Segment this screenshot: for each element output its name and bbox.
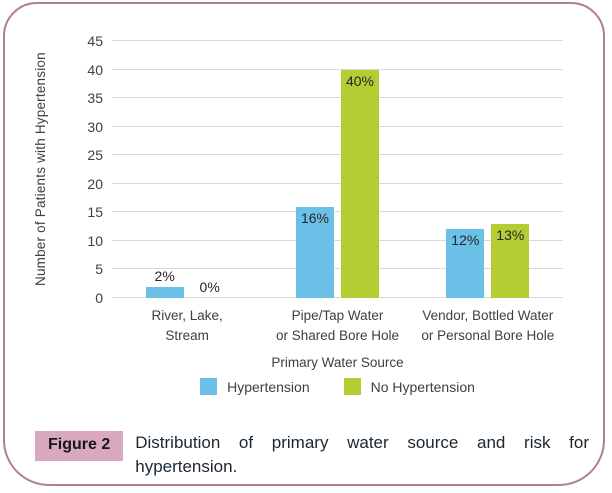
bar-value-label: 16% xyxy=(300,209,329,226)
bar-value-label: 2% xyxy=(154,267,175,284)
bar-groups: 2% 0% 16% 40% 12% 13% xyxy=(112,41,563,298)
y-tick-label: 25 xyxy=(87,147,103,164)
x-categories: River, Lake, Stream Pipe/Tap Water or Sha… xyxy=(112,306,563,347)
gridline xyxy=(112,97,563,99)
figure-panel: Number of Patients with Hypertension 0 5 1… xyxy=(3,2,605,486)
y-tick-label: 40 xyxy=(87,61,103,78)
legend-swatch xyxy=(343,378,361,395)
bar-hypertension: 16% xyxy=(295,206,334,298)
gridline xyxy=(112,268,563,270)
bar-value-label: 12% xyxy=(451,232,480,249)
y-tick-label: 0 xyxy=(95,290,103,306)
bar-value-label: 40% xyxy=(345,72,374,89)
bar-group: 16% 40% xyxy=(262,41,412,298)
x-category-label: Pipe/Tap Water or Shared Bore Hole xyxy=(275,308,400,344)
bar-no-hypertension: 40% xyxy=(340,69,379,298)
bar-value-label: 0% xyxy=(199,279,220,295)
y-axis-title: Number of Patients with Hypertension xyxy=(33,52,48,286)
bar-group: 12% 13% xyxy=(413,41,563,298)
y-tick-label: 5 xyxy=(95,261,103,278)
bar-hypertension: 12% xyxy=(446,229,485,298)
x-axis-title: Primary Water Source xyxy=(271,355,404,370)
gridline xyxy=(112,68,563,70)
legend-item-no-hypertension: No Hypertension xyxy=(343,378,475,395)
bar-group: 2% 0% xyxy=(112,41,262,298)
gridline xyxy=(112,40,563,41)
figure-caption-text: Distribution of primary water source and… xyxy=(135,433,589,477)
legend-label: No Hypertension xyxy=(370,378,475,395)
gridline xyxy=(112,154,563,156)
y-tick-label: 35 xyxy=(87,90,103,107)
y-axis-ticks: 0 5 10 15 20 25 30 35 40 45 xyxy=(63,33,103,306)
legend: Hypertension No Hypertension xyxy=(112,378,563,395)
y-tick-label: 45 xyxy=(87,33,103,49)
legend-item-hypertension: Hypertension xyxy=(200,378,310,395)
y-tick-label: 10 xyxy=(87,232,103,249)
legend-label: Hypertension xyxy=(227,378,310,395)
bar-no-hypertension: 13% xyxy=(491,223,530,298)
figure-caption-row: Figure 2 Distribution of primary water s… xyxy=(35,431,589,479)
x-category-label: Vendor, Bottled Water or Personal Bore H… xyxy=(421,308,555,344)
bar-value-label: 13% xyxy=(496,226,525,243)
y-tick-label: 20 xyxy=(87,175,103,192)
gridline xyxy=(112,125,563,127)
gridline xyxy=(112,297,563,298)
figure-number-label: Figure 2 xyxy=(35,431,124,461)
y-tick-label: 30 xyxy=(87,118,103,135)
bar-hypertension: 2% xyxy=(145,268,184,298)
gridline xyxy=(112,211,563,213)
y-tick-label: 15 xyxy=(87,204,103,221)
legend-swatch xyxy=(200,378,218,395)
gridline xyxy=(112,239,563,241)
plot-area: 2% 0% 16% 40% 12% 13% xyxy=(112,40,563,298)
x-category-label: River, Lake, Stream xyxy=(151,308,223,344)
gridline xyxy=(112,182,563,184)
